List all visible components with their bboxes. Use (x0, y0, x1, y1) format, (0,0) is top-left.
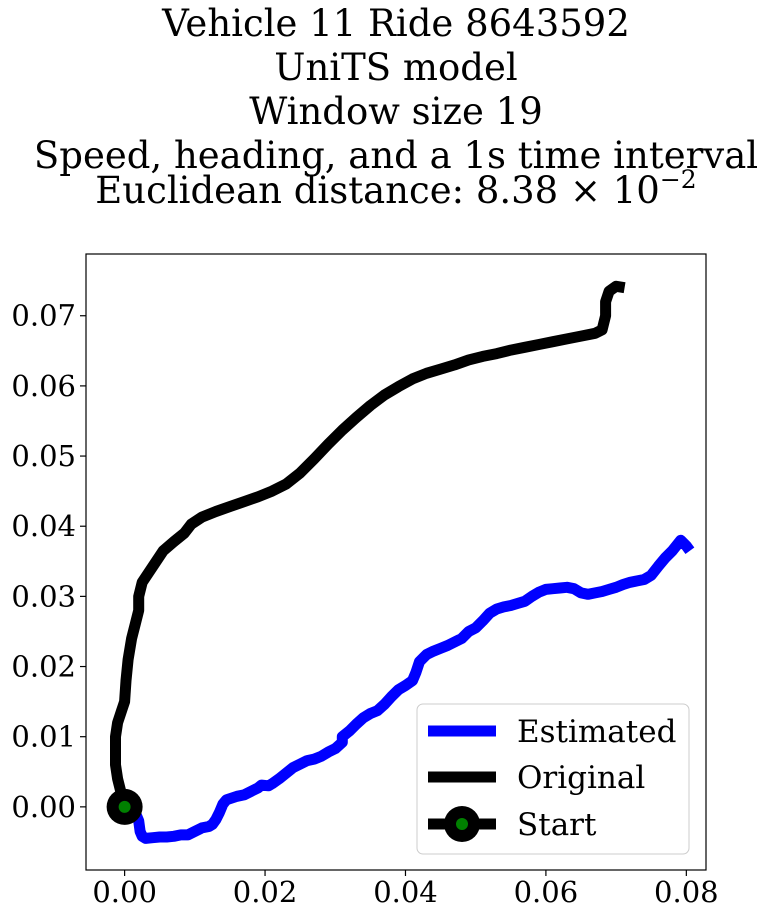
title-line-4: Speed, heading, and a 1s time interval (34, 134, 758, 177)
y-tick-label: 0.03 (11, 579, 76, 613)
series-layer (110, 280, 695, 844)
y-axis-ticks: 0.00 0.01 0.02 0.03 0.04 0.05 0.06 0.07 (11, 299, 86, 824)
y-tick-label: 0.01 (11, 720, 76, 754)
chart-title: Vehicle 11 Ride 8643592 UniTS model Wind… (34, 2, 758, 212)
series-line-estimated (122, 534, 695, 844)
legend-label-estimated: Estimated (517, 714, 676, 750)
y-tick-label: 0.00 (11, 790, 76, 824)
x-tick-label: 0.02 (233, 875, 298, 909)
title-metric-times: × (558, 169, 613, 212)
x-tick-label: 0.00 (92, 875, 157, 909)
legend-label-original: Original (517, 760, 645, 796)
legend: Estimated Original Start (416, 703, 690, 855)
plot-frame (85, 253, 707, 871)
title-metric-base: 10 (613, 169, 660, 212)
y-tick-label: 0.02 (11, 650, 76, 684)
title-metric-mantissa: 8.38 (476, 169, 558, 212)
legend-box (416, 703, 690, 855)
y-tick-label: 0.05 (11, 439, 76, 473)
title-line-2: UniTS model (274, 46, 517, 89)
title-line-3: Window size 19 (249, 90, 543, 133)
marker-layer (106, 788, 143, 825)
y-tick-label: 0.07 (11, 299, 76, 333)
title-metric-line: Euclidean distance: 8.38 × 10−2 (95, 165, 696, 212)
title-line-1: Vehicle 11 Ride 8643592 (161, 2, 630, 45)
title-metric-exponent: −2 (660, 165, 697, 194)
y-tick-label: 0.04 (11, 509, 76, 543)
y-tick-label: 0.06 (11, 369, 76, 403)
x-axis-ticks: 0.00 0.02 0.04 0.06 0.08 (92, 870, 719, 909)
x-tick-label: 0.06 (514, 875, 579, 909)
legend-label-start: Start (517, 807, 597, 843)
x-tick-label: 0.04 (373, 875, 438, 909)
start-marker-inner (118, 800, 131, 813)
title-metric-prefix: Euclidean distance: (95, 169, 476, 212)
x-tick-label: 0.08 (654, 875, 719, 909)
legend-start-marker-inner (456, 818, 468, 830)
series-line-original (110, 280, 626, 809)
